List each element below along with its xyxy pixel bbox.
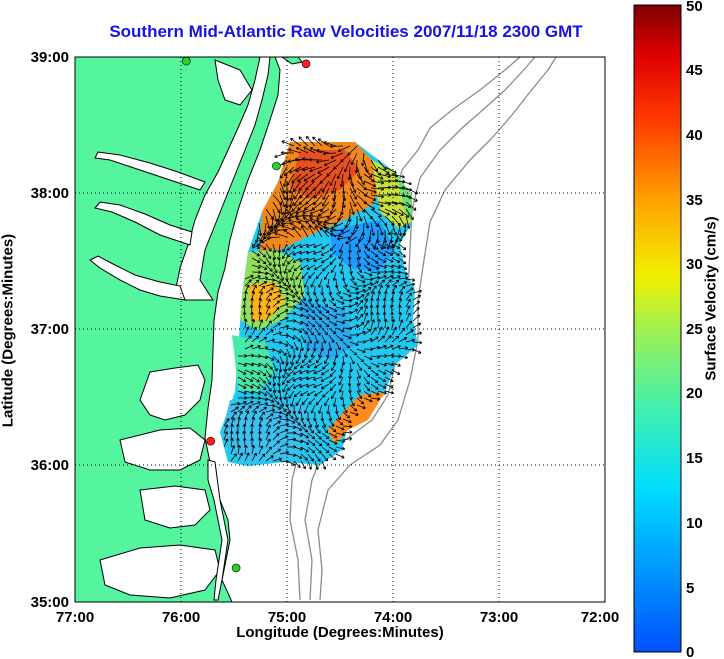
axes-frame — [74, 56, 606, 603]
grid-lines — [75, 57, 605, 602]
station-marker — [231, 563, 241, 573]
colorbar-label: Surface Velocity (cm/s) — [702, 216, 720, 381]
y-axis-label: Latitude (Degrees:Minutes) — [0, 233, 17, 428]
colorbar-tick: 30 — [686, 256, 703, 273]
station-marker — [301, 59, 311, 69]
vector-arrows-path — [223, 136, 423, 470]
x-tick: 74:00 — [374, 609, 412, 626]
x-tick: 76:00 — [162, 609, 200, 626]
x-tick: 73:00 — [480, 609, 518, 626]
x-tick-labels: 77:00 76:00 75:00 74:00 73:00 72:00 — [56, 609, 619, 626]
radar-stations — [182, 57, 311, 573]
y-tick: 36:00 — [31, 457, 69, 474]
y-tick: 39:00 — [31, 49, 69, 66]
y-tick: 38:00 — [31, 185, 69, 202]
y-tick: 35:00 — [31, 594, 69, 611]
colorbar-tick: 25 — [686, 321, 703, 338]
station-marker — [206, 436, 215, 446]
colorbar-tick: 0 — [686, 644, 694, 659]
colorbar-tick: 10 — [686, 515, 703, 532]
station-marker — [182, 57, 191, 66]
y-tick: 37:00 — [31, 321, 69, 338]
velocity-vectors — [223, 136, 423, 470]
colorbar-tick-labels: 0 5 10 15 20 25 30 35 40 45 50 — [686, 0, 703, 659]
colorbar-tick: 45 — [686, 62, 703, 79]
colorbar-tick: 35 — [686, 192, 703, 209]
colorbar — [633, 4, 682, 653]
x-tick: 75:00 — [268, 609, 306, 626]
chart-title: Southern Mid-Atlantic Raw Velocities 200… — [109, 22, 583, 41]
x-tick: 77:00 — [56, 609, 94, 626]
x-axis-label: Longitude (Degrees:Minutes) — [236, 624, 444, 641]
bay-water — [89, 57, 271, 601]
colorbar-tick: 40 — [686, 127, 703, 144]
x-tick: 72:00 — [581, 609, 619, 626]
station-marker — [272, 161, 281, 171]
colorbar-tick: 5 — [686, 580, 694, 597]
colorbar-tick: 50 — [686, 0, 703, 15]
colorbar-tick: 20 — [686, 385, 703, 402]
y-tick-labels: 39:00 38:00 37:00 36:00 35:00 — [31, 49, 69, 611]
colorbar-tick: 15 — [686, 450, 703, 467]
land — [75, 57, 303, 602]
